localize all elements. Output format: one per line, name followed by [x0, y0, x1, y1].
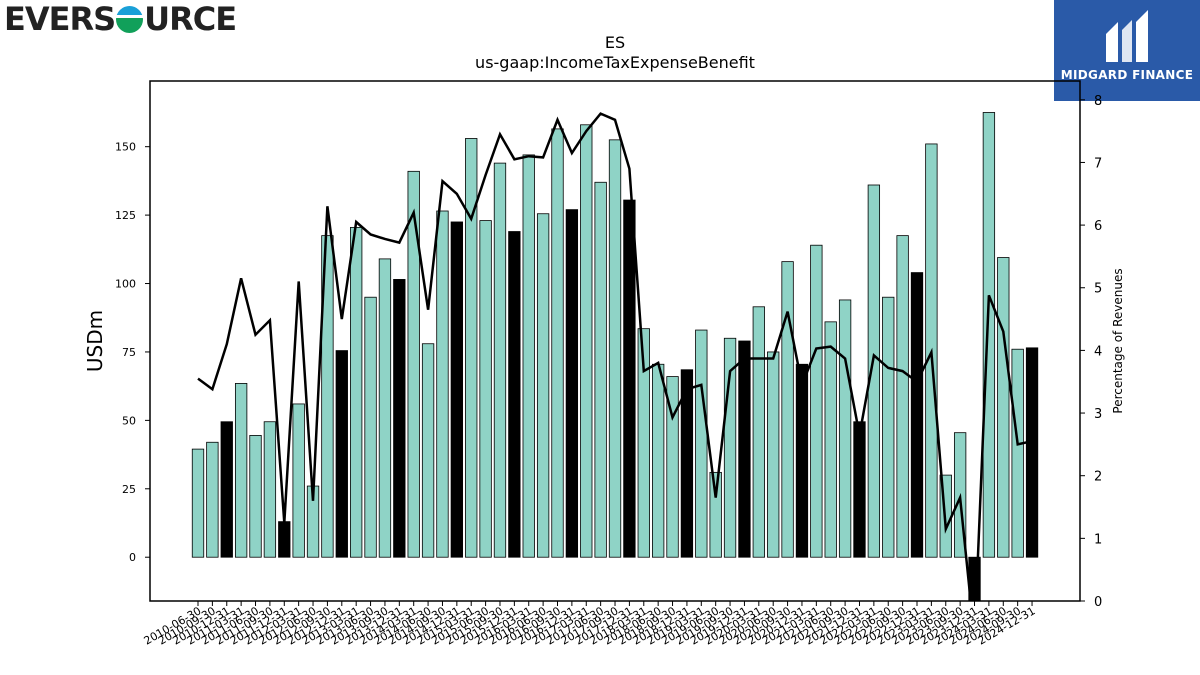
bar-2022-09-30 [896, 235, 909, 558]
bar-2012-09-30 [321, 235, 334, 558]
bar-2018-12-31 [680, 369, 694, 558]
bar-2017-09-30 [608, 139, 622, 558]
bar-2015-12-31 [508, 231, 521, 558]
bar-2015-06-30 [479, 220, 492, 558]
y-axis-label: USDm [83, 310, 107, 372]
bar-2021-12-31 [853, 421, 866, 558]
bar-2024-09-30 [1011, 348, 1024, 558]
left-axis: 0 25 50 75 100 125 150 [115, 141, 150, 564]
bar-2013-03-31 [350, 227, 363, 558]
bar-2020-12-31 [795, 363, 809, 558]
logo-text-right: URCE [144, 0, 237, 38]
bar-2018-09-30 [666, 376, 679, 558]
bar-2014-06-30 [421, 343, 435, 558]
bar-2017-06-30 [594, 181, 607, 558]
bar-2014-09-30 [436, 210, 449, 558]
bar-2012-12-31 [335, 350, 348, 558]
bar-2013-12-31 [393, 279, 406, 558]
bar-2022-03-31 [867, 184, 881, 558]
bar-2024-03-31 [982, 112, 996, 558]
y-tick-label: 50 [122, 414, 136, 427]
bar-2014-12-31 [450, 221, 463, 558]
bar-2016-03-31 [522, 154, 535, 558]
bar-2012-03-31 [292, 403, 305, 558]
midgard-emblem-icon [1106, 10, 1148, 62]
y-tick-label: 0 [129, 551, 136, 564]
y-tick-label: 150 [115, 141, 136, 154]
bar-2024-12-31 [1025, 347, 1039, 558]
y2-axis-label: Percentage of Revenues [1111, 268, 1125, 413]
bar-2017-12-31 [623, 199, 636, 558]
logo-wordmark: MIDGARD FINANCE [1060, 68, 1194, 82]
bar-2021-09-30 [838, 299, 852, 558]
bar-2020-09-30 [781, 261, 794, 558]
y-tick-label: 125 [115, 209, 136, 222]
midgard-finance-logo: MIDGARD FINANCE [1054, 0, 1200, 101]
bar-2021-06-30 [824, 321, 837, 558]
bar-2016-12-31 [565, 209, 579, 558]
bar-2019-06-30 [709, 471, 722, 558]
bar-2010-09-30 [206, 441, 219, 558]
y2-tick-label: 1 [1094, 532, 1102, 547]
bar-2020-03-31 [752, 306, 765, 558]
y2-tick-label: 7 [1094, 156, 1102, 171]
bar-2011-12-31 [278, 521, 291, 558]
bar-2011-09-30 [263, 421, 277, 558]
x-axis: 2010-06-302010-09-302010-12-312011-03-31… [142, 601, 1038, 648]
bar-2024-06-30 [997, 257, 1010, 558]
bar-2020-06-30 [767, 351, 780, 558]
bar-2022-12-31 [910, 272, 924, 558]
y-tick-label: 25 [122, 483, 136, 496]
y-tick-label: 100 [115, 278, 136, 291]
bar-2022-06-30 [882, 296, 895, 558]
bar-2018-03-31 [637, 328, 650, 558]
bar-2019-03-31 [695, 329, 708, 558]
bar-2011-03-31 [234, 383, 248, 558]
bar-2016-06-30 [536, 213, 550, 558]
y2-tick-label: 8 [1094, 94, 1102, 109]
bar-2019-09-30 [723, 337, 737, 558]
bar-2010-12-31 [220, 421, 233, 558]
bar-2010-06-30 [191, 448, 205, 558]
bar-2021-03-31 [810, 244, 823, 558]
logo-text-left: EVERS [4, 0, 116, 38]
chart-title: ES [604, 33, 626, 52]
chart-subtitle: us-gaap:IncomeTaxExpenseBenefit [475, 53, 755, 72]
bar-2018-06-30 [652, 363, 665, 558]
bar-2014-03-31 [407, 170, 420, 558]
bar-2011-06-30 [249, 435, 262, 558]
bar-2015-09-30 [493, 162, 507, 558]
y2-tick-label: 0 [1094, 595, 1102, 610]
bar-2015-03-31 [465, 138, 478, 558]
bar-2016-09-30 [551, 128, 564, 558]
right-axis: 0 1 2 3 4 5 6 7 8 [1080, 94, 1102, 610]
line-layer [197, 112, 1033, 602]
y2-tick-label: 5 [1094, 282, 1102, 297]
y2-tick-label: 2 [1094, 470, 1102, 485]
bar-2019-12-31 [738, 340, 751, 558]
y2-tick-label: 4 [1094, 344, 1102, 359]
bar-2013-09-30 [378, 258, 392, 558]
bars-layer [191, 112, 1039, 602]
bar-2013-06-30 [364, 296, 377, 558]
y2-tick-label: 6 [1094, 219, 1102, 234]
y2-tick-label: 3 [1094, 407, 1102, 422]
eversource-logo: EVERS URCE [4, 0, 237, 38]
bar-2017-03-31 [580, 124, 593, 558]
logo-circle-icon [116, 5, 144, 33]
y-tick-label: 75 [122, 346, 136, 359]
